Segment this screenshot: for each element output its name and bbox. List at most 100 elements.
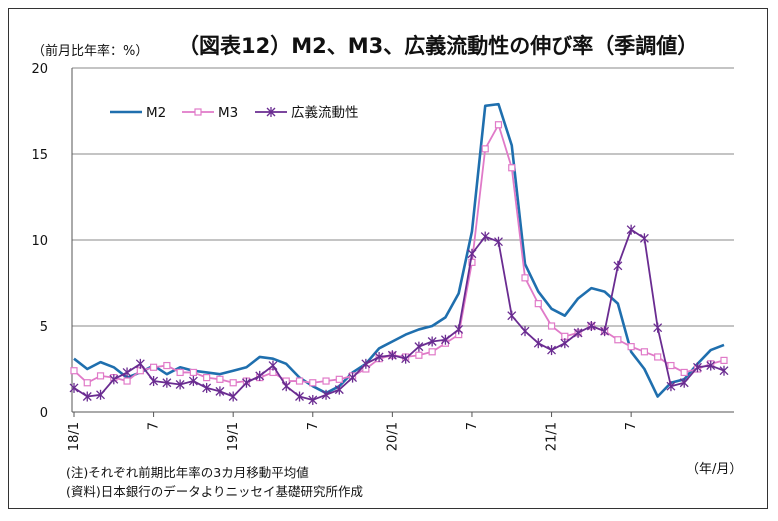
series-3-point-11	[215, 386, 225, 397]
series-3-point-4	[122, 367, 132, 378]
series-3-point-10	[202, 382, 212, 393]
chart-frame	[8, 8, 768, 509]
series-3-point-49	[719, 365, 729, 376]
series-2-point-46	[680, 368, 688, 377]
series-3-point-25	[401, 353, 411, 364]
series-3-point-37	[560, 338, 570, 349]
x-axis-unit-label: （年/月）	[686, 462, 743, 477]
series-2-point-33	[508, 164, 516, 172]
series-2-point-19	[322, 377, 330, 385]
series-3-point-36	[547, 345, 557, 356]
series-3-point-7	[162, 377, 172, 388]
series-2-point-32	[494, 121, 503, 129]
series-3-point-29	[454, 324, 464, 335]
series-3-point-33	[507, 310, 517, 321]
series-2-point-43	[640, 348, 649, 356]
series-2-point-44	[654, 353, 662, 361]
series-2-point-12	[229, 379, 237, 387]
series-group	[69, 102, 729, 405]
series-2-point-17	[295, 377, 304, 385]
series-line-1	[73, 102, 725, 398]
series-1	[73, 102, 725, 398]
series-3-point-41	[613, 260, 623, 271]
series-2-point-27	[428, 348, 436, 356]
series-2-point-1	[83, 379, 91, 387]
series-3-point-8	[175, 379, 185, 390]
series-2-point-7	[163, 361, 171, 370]
series-3-point-47	[693, 362, 702, 373]
note-source: (資料)日本銀行のデータよりニッセイ基礎研究所作成	[66, 484, 364, 499]
series-3-point-17	[295, 391, 304, 402]
series-3-point-38	[573, 327, 583, 338]
series-3-point-1	[82, 391, 92, 402]
y-tick-label-10: 10	[31, 234, 48, 249]
y-tick-label-0: 0	[40, 406, 48, 421]
series-3-point-31	[480, 231, 490, 242]
x-tick-label-12: 19/1	[226, 422, 241, 451]
series-3-point-35	[533, 338, 543, 349]
gridlines	[72, 67, 734, 327]
series-3-point-28	[440, 334, 450, 345]
series-3-point-42	[626, 224, 636, 235]
series-3-point-6	[149, 376, 159, 387]
series-3-point-23	[374, 351, 384, 362]
series-3-point-13	[241, 377, 251, 388]
y-tick-labels: 0 5 10 15 20	[31, 62, 48, 421]
series-3-point-22	[361, 358, 371, 369]
x-tick-label-36: 21/1	[545, 422, 560, 451]
series-3-point-15	[268, 360, 278, 371]
series-3-point-43	[639, 233, 649, 244]
x-tick-label-42: 7	[624, 422, 639, 430]
series-3-point-45	[666, 381, 676, 392]
series-3-point-30	[467, 248, 477, 259]
series-3-point-9	[188, 376, 198, 387]
y-axis-label: （前月比年率：%）	[32, 44, 149, 59]
series-line-3	[73, 228, 725, 401]
series-2-point-8	[176, 368, 184, 377]
series-2-point-36	[547, 322, 556, 330]
x-tick-label-24: 20/1	[385, 422, 400, 451]
legend-marker-3	[266, 107, 276, 117]
legend-entry-2: M3	[182, 105, 238, 121]
series-2	[70, 121, 728, 387]
series-2-point-9	[189, 368, 197, 377]
series-2-point-35	[534, 300, 542, 308]
x-tick-label-0: 18/1	[67, 422, 82, 451]
y-tick-label-20: 20	[31, 62, 48, 77]
x-tick-label-18: 7	[306, 422, 321, 430]
series-3	[69, 224, 729, 405]
series-3-point-39	[586, 321, 596, 331]
series-3-point-20	[334, 384, 344, 395]
series-2-point-42	[627, 343, 635, 351]
series-2-point-18	[309, 379, 317, 387]
note-moving-average: (注)それぞれ前期比年率の3カ月移動平均値	[66, 465, 309, 480]
legend-label-3: 広義流動性	[291, 104, 359, 121]
series-2-point-49	[720, 356, 728, 364]
series-3-point-46	[679, 377, 689, 388]
series-2-point-31	[481, 145, 489, 153]
series-2-point-20	[335, 375, 343, 383]
series-3-point-16	[281, 381, 291, 392]
series-2-point-30	[468, 258, 476, 266]
series-2-point-0	[70, 367, 78, 375]
series-3-point-48	[706, 360, 716, 371]
series-3-point-0	[69, 382, 79, 393]
series-3-point-19	[321, 389, 331, 400]
series-3-point-12	[228, 391, 238, 402]
series-line-2	[73, 123, 725, 384]
axes	[71, 68, 734, 417]
x-tick-label-30: 7	[465, 422, 480, 430]
legend: M2 M3 広義流動性	[110, 104, 359, 121]
series-2-point-45	[667, 361, 675, 370]
series-3-point-27	[427, 336, 437, 347]
series-3-point-44	[653, 322, 663, 333]
series-2-point-26	[415, 351, 423, 359]
series-2-point-34	[521, 274, 529, 282]
series-2-point-2	[96, 372, 105, 380]
series-3-point-32	[494, 236, 503, 247]
series-3-point-3	[109, 374, 119, 385]
legend-label-2: M3	[218, 105, 238, 121]
series-2-point-10	[203, 374, 211, 382]
legend-entry-3: 広義流動性	[255, 104, 359, 121]
series-2-point-41	[614, 336, 622, 344]
